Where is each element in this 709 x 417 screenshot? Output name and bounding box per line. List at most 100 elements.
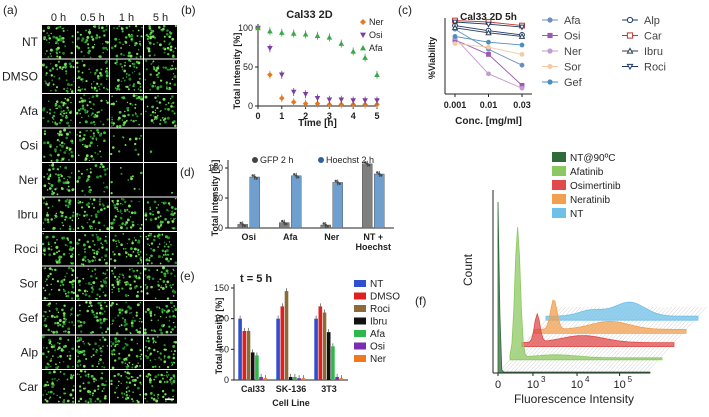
cell-dot <box>168 35 172 39</box>
cell-dot <box>152 210 154 213</box>
cell-dot <box>151 29 155 33</box>
micrograph-tile <box>75 59 109 93</box>
cell-dot <box>83 94 86 97</box>
cell-dot <box>135 255 138 258</box>
cell-dot <box>62 400 66 404</box>
cell-dot <box>163 245 166 248</box>
cell-dot <box>87 342 89 344</box>
cell-dot <box>81 189 84 192</box>
cell-dot <box>88 190 91 193</box>
cell-dot <box>126 363 129 366</box>
cell-dot <box>57 153 60 157</box>
data-point <box>279 72 285 78</box>
cell-dot <box>161 220 164 224</box>
cell-dot <box>148 378 152 382</box>
cell-dot <box>90 114 92 116</box>
cell-dot <box>124 318 127 321</box>
cell-dot <box>162 97 166 101</box>
cell-dot <box>159 315 162 318</box>
cell-dot <box>128 372 131 375</box>
legend-marker <box>626 16 634 24</box>
cell-dot <box>111 342 115 346</box>
x-tick-label: 2 <box>303 111 308 121</box>
cell-dot <box>111 119 113 121</box>
cell-dot <box>70 119 72 122</box>
cell-dot <box>114 206 117 209</box>
cell-dot <box>164 393 167 396</box>
cell-dot <box>101 307 104 310</box>
cell-dot <box>131 363 134 366</box>
cell-dot <box>50 184 54 187</box>
cell-dot <box>147 49 151 53</box>
cell-dot <box>133 89 136 91</box>
cell-dot <box>95 312 99 315</box>
data-point <box>485 21 492 28</box>
cell-dot <box>104 277 107 280</box>
cell-dot <box>123 200 127 204</box>
cell-dot <box>95 350 98 354</box>
cell-dot <box>63 128 67 132</box>
cell-dot <box>171 64 174 67</box>
cell-dot <box>117 252 121 256</box>
cell-dot <box>130 321 134 325</box>
cell-dot <box>170 376 173 380</box>
cell-dot <box>77 201 80 205</box>
cell-dot <box>83 255 87 259</box>
cell-dot <box>49 48 53 52</box>
cell-dot <box>98 228 102 232</box>
cell-dot <box>106 88 109 91</box>
cell-dot <box>127 253 130 256</box>
cell-dot <box>82 321 85 324</box>
cell-dot <box>157 65 160 67</box>
cell-dot <box>161 201 163 204</box>
cell-dot <box>91 259 94 263</box>
cell-dot <box>145 33 149 37</box>
cell-dot <box>159 328 163 332</box>
cell-dot <box>126 356 128 359</box>
cell-dot <box>99 358 102 361</box>
cell-dot <box>48 267 52 270</box>
cell-dot <box>72 228 75 231</box>
cell-dot <box>173 290 177 294</box>
cell-dot <box>131 175 134 178</box>
cell-dot <box>173 350 176 353</box>
bar-afa <box>255 355 259 380</box>
cell-dot <box>89 171 92 174</box>
cell-dot <box>85 283 87 285</box>
cell-dot <box>82 137 86 141</box>
cell-dot <box>82 382 85 385</box>
cell-dot <box>152 238 156 242</box>
panel-e: (e) t = 5 h 0 50 100 150 Total Intensity [%] Ca… <box>180 260 400 412</box>
cell-dot <box>120 47 122 49</box>
cell-dot <box>114 234 117 237</box>
cell-dot <box>171 364 173 367</box>
legend-swatch <box>354 305 366 312</box>
cell-dot <box>150 119 154 122</box>
cell-dot <box>44 53 47 55</box>
cell-dot <box>153 66 156 70</box>
cell-dot <box>160 28 163 31</box>
cell-dot <box>163 309 166 312</box>
cell-dot <box>71 307 74 310</box>
cell-dot <box>77 89 80 92</box>
cell-dot <box>96 365 98 368</box>
cell-dot <box>80 172 83 175</box>
cell-dot <box>160 286 163 289</box>
data-point <box>290 99 297 105</box>
replicate-dot <box>239 221 242 225</box>
cell-dot <box>63 88 65 90</box>
cell-dot <box>80 97 82 99</box>
cell-dot <box>169 31 173 35</box>
cell-dot <box>174 261 178 265</box>
cell-dot <box>127 294 130 297</box>
cell-dot <box>172 380 176 384</box>
cell-dot <box>154 365 157 368</box>
tile-background <box>144 163 177 197</box>
cell-dot <box>106 328 110 331</box>
cell-dot <box>48 267 51 270</box>
cell-dot <box>100 354 102 357</box>
cell-dot <box>165 257 169 261</box>
cell-dot <box>136 290 139 294</box>
cell-dot <box>70 297 74 300</box>
y-tick-label: 150 <box>214 283 229 293</box>
